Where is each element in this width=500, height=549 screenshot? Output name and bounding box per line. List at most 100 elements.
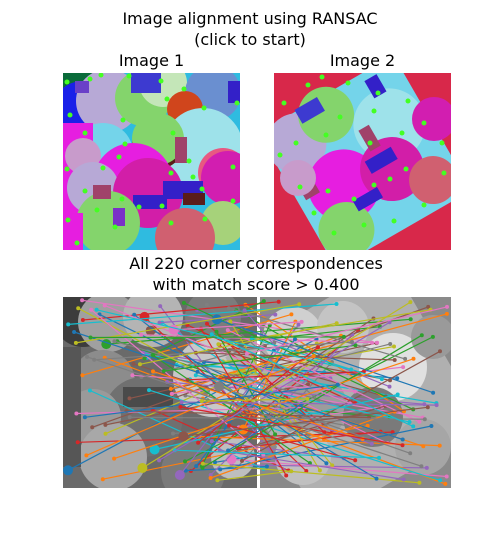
match-point-image1 — [85, 354, 90, 359]
correspondence-line — [227, 329, 420, 423]
match-point-image1 — [157, 320, 162, 325]
correspondence-line — [215, 331, 276, 435]
match-point-image2 — [408, 451, 413, 456]
match-point-image1 — [72, 330, 77, 334]
match-point-image1 — [90, 425, 95, 430]
match-point-image2 — [434, 403, 439, 408]
image2-artwork — [274, 73, 451, 250]
correspondence-line — [206, 304, 319, 401]
match-point-image2 — [316, 345, 320, 350]
match-point-image2 — [407, 420, 412, 424]
match-point-image2 — [437, 443, 442, 448]
correspondence-line — [106, 318, 411, 345]
correspondence-line — [82, 301, 279, 321]
match-point-image1 — [209, 332, 214, 337]
match-point-image1 — [138, 362, 142, 367]
match-point-image2 — [375, 340, 380, 345]
match-point-image2 — [334, 302, 339, 306]
match-point-image1 — [208, 473, 213, 477]
correspondence-plot — [63, 297, 451, 488]
correspondence-line — [180, 406, 403, 446]
match-point-image1 — [209, 439, 214, 444]
match-point-image2 — [429, 424, 434, 428]
match-point-image2 — [276, 299, 281, 304]
correspondence-line — [68, 303, 337, 325]
match-point-image1 — [127, 415, 132, 420]
correspondence-line — [199, 435, 440, 447]
correspondence-line — [202, 334, 423, 469]
match-point-image2 — [395, 376, 400, 381]
match-point-image1 — [216, 342, 221, 347]
match-point-image2 — [335, 382, 340, 387]
match-point-image2 — [401, 365, 406, 370]
match-point-image1 — [142, 356, 147, 361]
match-point-image1 — [214, 329, 219, 334]
match-point-image2 — [408, 300, 413, 305]
match-point-image2 — [444, 311, 449, 316]
match-point-image1 — [151, 369, 155, 374]
match-point-image1 — [147, 388, 151, 393]
match-point-image2 — [425, 405, 430, 410]
match-point-image1 — [103, 431, 108, 436]
correspondence-line — [245, 405, 386, 449]
match-point-image1 — [151, 353, 155, 358]
correspondence-line — [219, 449, 404, 481]
match-point-image1 — [168, 386, 173, 391]
match-point-image2 — [400, 437, 405, 442]
match-point-image1 — [132, 312, 137, 317]
match-point-image2 — [408, 317, 413, 322]
match-point-image1 — [112, 456, 117, 461]
match-point-image2 — [403, 356, 408, 361]
match-point-image1 — [227, 423, 231, 428]
correspondence-line — [75, 303, 300, 344]
correspondence-line — [73, 331, 403, 441]
match-point-image1 — [127, 396, 132, 401]
match-point-image2 — [417, 419, 422, 424]
correspondence-line — [232, 402, 329, 416]
correspondence-panel[interactable] — [63, 297, 451, 488]
match-point-image1 — [157, 458, 162, 463]
match-point-image1 — [228, 319, 233, 324]
match-point-image2 — [284, 473, 289, 478]
match-point-image1 — [66, 322, 71, 327]
match-point-image1 — [76, 306, 81, 311]
match-point-image2 — [431, 390, 436, 395]
match-point-image2 — [387, 384, 392, 389]
image1-label: Image 1 — [118, 51, 185, 70]
match-point-image1 — [204, 302, 209, 307]
match-point-image2 — [419, 333, 424, 338]
correspondence-line — [251, 337, 383, 380]
match-point-image2 — [444, 474, 449, 479]
match-point-image1 — [130, 373, 135, 378]
match-point-image2 — [349, 367, 354, 372]
figure-title-line2[interactable]: (click to start) — [194, 30, 306, 49]
match-point-image1 — [89, 307, 94, 312]
match-point-image1 — [174, 470, 185, 480]
match-point-image2 — [424, 465, 429, 470]
correspondence-line — [181, 401, 437, 406]
match-point-image2 — [311, 354, 316, 359]
match-point-image2 — [341, 334, 346, 339]
image1-panel[interactable] — [63, 73, 240, 250]
match-point-image2 — [324, 461, 329, 466]
correspondence-line — [206, 323, 325, 433]
correspondence-line — [241, 350, 441, 462]
match-point-image2 — [422, 402, 427, 407]
match-point-image2 — [421, 444, 426, 449]
match-point-image1 — [200, 465, 205, 470]
match-point-image1 — [211, 314, 222, 325]
match-point-image1 — [208, 476, 213, 480]
correspondence-line — [132, 374, 355, 393]
match-point-image1 — [80, 318, 85, 322]
match-point-image1 — [102, 303, 107, 308]
match-point-image2 — [430, 334, 435, 339]
match-point-image2 — [387, 320, 392, 325]
match-point-image1 — [73, 340, 78, 345]
match-point-image2 — [305, 396, 310, 401]
correspondence-line — [211, 333, 414, 427]
figure-title-line1: Image alignment using RANSAC — [122, 9, 378, 28]
image2-panel[interactable] — [274, 73, 451, 250]
match-point-image2 — [297, 302, 302, 307]
match-point-image1 — [193, 373, 198, 378]
match-point-image2 — [299, 319, 304, 324]
